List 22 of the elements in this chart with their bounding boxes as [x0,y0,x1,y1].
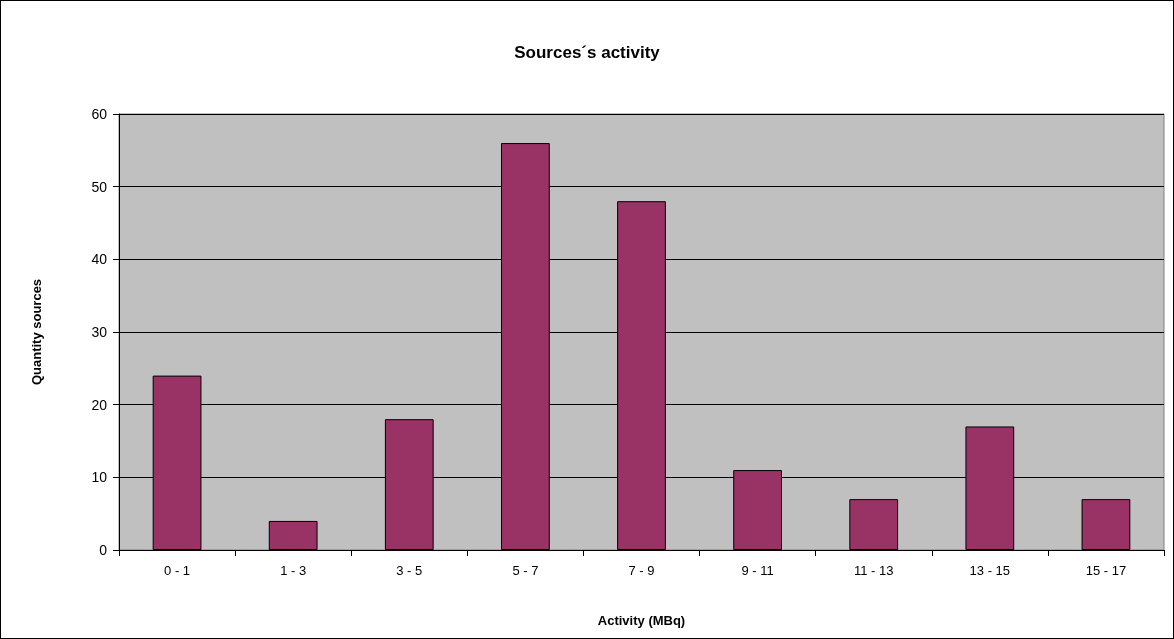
bar [1081,499,1131,550]
bar [849,499,899,550]
x-tick-label: 0 - 1 [164,563,191,578]
y-tick-label: 0 [99,542,108,558]
y-axis-title: Quantity sources [29,278,44,386]
chart-title: Sources´s activity [514,43,661,62]
y-tick-label: 60 [91,106,108,122]
y-tick-label: 20 [91,396,108,413]
x-tick-label: 5 - 7 [512,563,539,578]
x-tick-label: 3 - 5 [396,563,423,578]
x-tick-label: 7 - 9 [628,563,655,578]
x-tick-label: 13 - 15 [969,563,1011,578]
y-tick-label: 10 [91,469,108,486]
y-tick-label: 50 [91,178,108,195]
x-tick-label: 9 - 11 [741,563,774,578]
x-tick-label: 1 - 3 [280,563,307,578]
bar [268,520,318,550]
y-tick-label: 30 [91,324,108,340]
x-tick-label: 15 - 17 [1085,563,1127,578]
x-axis-title: Activity (MBq) [597,613,686,628]
x-tick-label: 11 - 13 [853,563,894,578]
y-tick-label: 40 [91,251,108,268]
